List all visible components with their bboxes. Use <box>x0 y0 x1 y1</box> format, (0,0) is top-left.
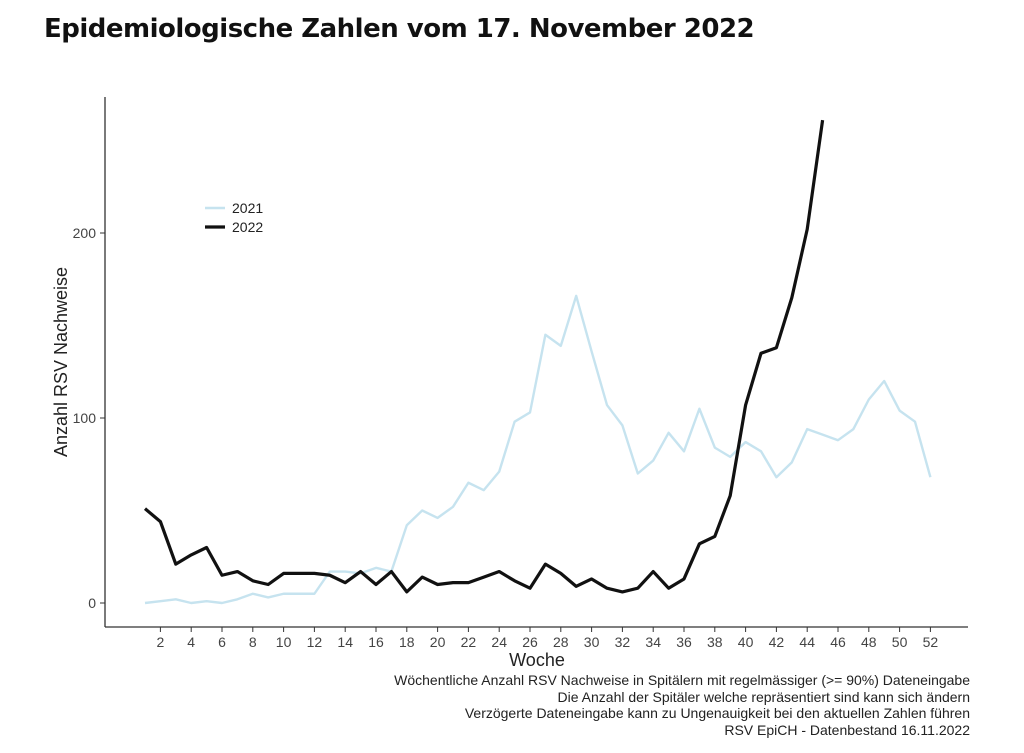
x-tick-label: 40 <box>738 634 754 650</box>
y-axis-label: Anzahl RSV Nachweise <box>51 267 71 457</box>
x-tick-label: 28 <box>553 634 569 650</box>
x-tick-label: 4 <box>187 634 195 650</box>
x-tick-label: 18 <box>399 634 415 650</box>
x-tick-label: 48 <box>861 634 877 650</box>
x-tick-label: 50 <box>892 634 908 650</box>
y-tick-label: 100 <box>73 410 97 426</box>
x-tick-label: 12 <box>307 634 323 650</box>
legend-label: 2022 <box>232 219 263 235</box>
x-tick-label: 26 <box>522 634 538 650</box>
x-tick-label: 30 <box>584 634 600 650</box>
x-tick-label: 36 <box>676 634 692 650</box>
x-tick-label: 6 <box>218 634 226 650</box>
x-tick-label: 52 <box>923 634 939 650</box>
series-line-2021 <box>144 294 932 605</box>
caption-line: Die Anzahl der Spitäler welche repräsent… <box>557 688 970 705</box>
x-tick-label: 44 <box>799 634 815 650</box>
x-tick-label: 10 <box>276 634 292 650</box>
x-tick-label: 46 <box>830 634 846 650</box>
page-title: Epidemiologische Zahlen vom 17. November… <box>44 14 755 44</box>
x-tick-label: 8 <box>249 634 257 650</box>
x-tick-label: 22 <box>461 634 477 650</box>
y-tick-label: 0 <box>88 595 96 611</box>
caption-line: Verzögerte Dateneingabe kann zu Ungenaui… <box>464 705 970 721</box>
x-tick-label: 20 <box>430 634 446 650</box>
x-tick-label: 34 <box>645 634 661 650</box>
caption-line: Wöchentliche Anzahl RSV Nachweise in Spi… <box>394 672 970 688</box>
x-tick-label: 16 <box>368 634 384 650</box>
caption: Wöchentliche Anzahl RSV Nachweise in Spi… <box>394 672 970 738</box>
series-line-2022 <box>143 119 825 594</box>
x-tick-label: 38 <box>707 634 723 650</box>
x-axis-label: Woche <box>509 650 565 670</box>
x-tick-label: 32 <box>615 634 631 650</box>
caption-line: RSV EpiCH - Datenbestand 16.11.2022 <box>724 721 970 738</box>
x-tick-label: 42 <box>769 634 785 650</box>
x-tick-label: 14 <box>337 634 353 650</box>
x-tick-label: 2 <box>157 634 165 650</box>
legend-label: 2021 <box>232 200 263 216</box>
x-tick-label: 24 <box>491 634 507 650</box>
y-tick-label: 200 <box>73 225 97 241</box>
